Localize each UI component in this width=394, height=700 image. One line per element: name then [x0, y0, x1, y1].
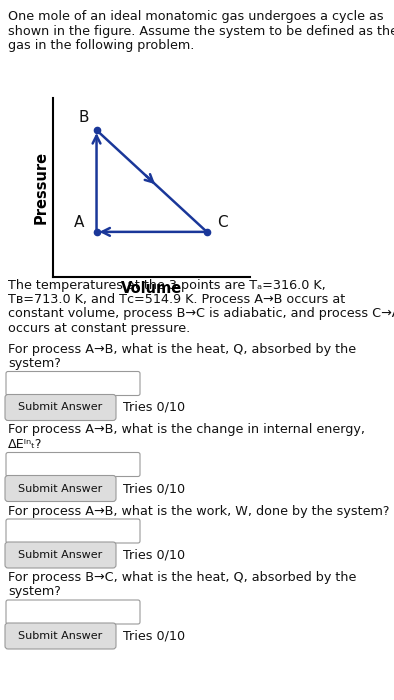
Text: Tries 0/10: Tries 0/10	[123, 401, 185, 414]
Text: A: A	[74, 215, 85, 230]
Text: ΔEᴵⁿₜ?: ΔEᴵⁿₜ?	[8, 438, 43, 451]
Text: For process A→B, what is the work, W, done by the system?: For process A→B, what is the work, W, do…	[8, 505, 390, 517]
X-axis label: Volume: Volume	[121, 281, 182, 295]
Text: C: C	[217, 215, 227, 230]
FancyBboxPatch shape	[5, 475, 116, 501]
Text: constant volume, process B→C is adiabatic, and process C→A: constant volume, process B→C is adiabati…	[8, 307, 394, 321]
FancyBboxPatch shape	[6, 372, 140, 396]
Text: system?: system?	[8, 585, 61, 598]
Text: B: B	[78, 110, 89, 125]
Text: For process B→C, what is the heat, Q, absorbed by the: For process B→C, what is the heat, Q, ab…	[8, 571, 357, 584]
Text: Tʙ=713.0 K, and Tᴄ=514.9 K. Process A→B occurs at: Tʙ=713.0 K, and Tᴄ=514.9 K. Process A→B …	[8, 293, 345, 306]
Text: The temperatures at the 3 points are Tₐ=316.0 K,: The temperatures at the 3 points are Tₐ=…	[8, 279, 326, 291]
Text: For process A→B, what is the change in internal energy,: For process A→B, what is the change in i…	[8, 424, 365, 437]
Text: Tries 0/10: Tries 0/10	[123, 482, 185, 495]
Text: Submit Answer: Submit Answer	[19, 631, 102, 641]
FancyBboxPatch shape	[5, 395, 116, 421]
Text: shown in the figure. Assume the system to be defined as the: shown in the figure. Assume the system t…	[8, 25, 394, 38]
FancyBboxPatch shape	[6, 452, 140, 477]
Text: gas in the following problem.: gas in the following problem.	[8, 39, 194, 52]
FancyBboxPatch shape	[6, 600, 140, 624]
Text: Submit Answer: Submit Answer	[19, 402, 102, 412]
Text: system?: system?	[8, 357, 61, 370]
FancyBboxPatch shape	[5, 542, 116, 568]
Text: Submit Answer: Submit Answer	[19, 484, 102, 494]
FancyBboxPatch shape	[6, 519, 140, 543]
FancyBboxPatch shape	[5, 623, 116, 649]
Text: Tries 0/10: Tries 0/10	[123, 629, 185, 643]
Text: occurs at constant pressure.: occurs at constant pressure.	[8, 322, 190, 335]
Text: For process A→B, what is the heat, Q, absorbed by the: For process A→B, what is the heat, Q, ab…	[8, 342, 356, 356]
Text: One mole of an ideal monatomic gas undergoes a cycle as: One mole of an ideal monatomic gas under…	[8, 10, 384, 23]
Y-axis label: Pressure: Pressure	[34, 150, 49, 224]
Text: Submit Answer: Submit Answer	[19, 550, 102, 560]
Text: Tries 0/10: Tries 0/10	[123, 549, 185, 561]
